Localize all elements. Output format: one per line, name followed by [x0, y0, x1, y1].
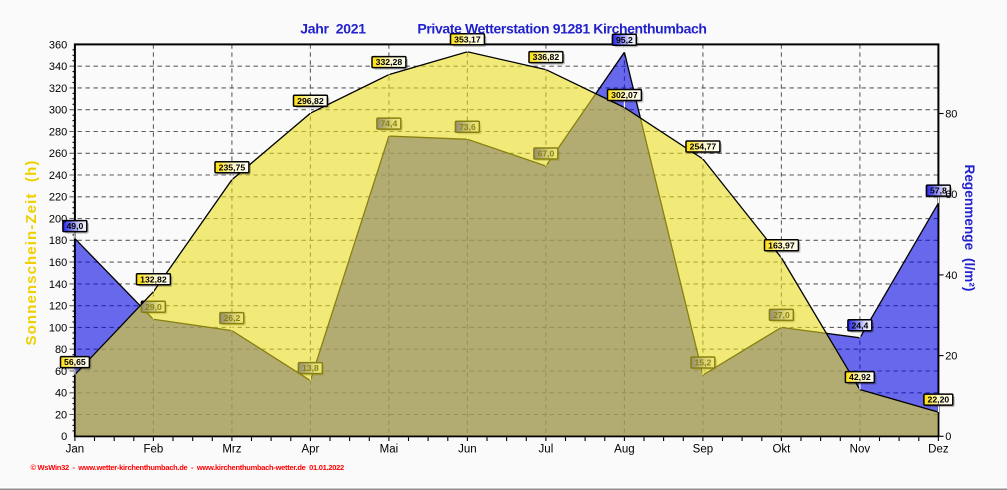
svg-text:95,2: 95,2 [616, 35, 633, 45]
svg-text:Okt: Okt [772, 444, 791, 456]
svg-text:320: 320 [49, 83, 67, 95]
svg-text:80: 80 [945, 108, 957, 120]
svg-text:56,65: 56,65 [64, 357, 86, 367]
svg-text:20: 20 [55, 409, 67, 421]
svg-text:80: 80 [55, 344, 67, 356]
svg-text:235,75: 235,75 [219, 162, 246, 172]
svg-text:Mrz: Mrz [222, 444, 241, 456]
svg-text:180: 180 [49, 235, 67, 247]
svg-text:Apr: Apr [301, 444, 319, 456]
svg-text:20: 20 [945, 351, 957, 363]
svg-text:132,82: 132,82 [140, 274, 167, 284]
svg-text:300: 300 [49, 105, 67, 117]
svg-text:Feb: Feb [143, 444, 163, 456]
svg-text:280: 280 [49, 126, 67, 138]
svg-text:49,0: 49,0 [66, 221, 83, 231]
svg-text:302,07: 302,07 [611, 90, 638, 100]
svg-text:Jun: Jun [458, 444, 477, 456]
svg-text:360: 360 [49, 39, 67, 51]
svg-text:Sep: Sep [693, 444, 713, 456]
svg-text:42,92: 42,92 [849, 372, 871, 382]
svg-text:Regenmenge (l/m²): Regenmenge (l/m²) [962, 164, 977, 291]
svg-text:40: 40 [55, 388, 67, 400]
svg-text:340: 340 [49, 61, 67, 73]
svg-text:Sonnenschein-Zeit (h): Sonnenschein-Zeit (h) [23, 160, 40, 346]
svg-text:160: 160 [49, 257, 67, 269]
svg-text:100: 100 [49, 322, 67, 334]
svg-text:200: 200 [49, 214, 67, 226]
svg-text:296,82: 296,82 [297, 96, 324, 106]
svg-text:120: 120 [49, 301, 67, 313]
svg-text:Nov: Nov [850, 444, 871, 456]
svg-text:220: 220 [49, 192, 67, 204]
svg-text:57,8: 57,8 [930, 186, 947, 196]
svg-text:Mai: Mai [380, 444, 399, 456]
svg-text:© WsWin32 - www.wetter-kirch: © WsWin32 - www.wetter-kirchenthumbach.d… [31, 463, 345, 472]
svg-text:60: 60 [945, 189, 957, 201]
svg-text:240: 240 [49, 170, 67, 182]
svg-text:22,20: 22,20 [928, 395, 950, 405]
svg-text:24,4: 24,4 [851, 320, 868, 330]
svg-text:332,28: 332,28 [376, 57, 403, 67]
svg-text:0: 0 [945, 431, 951, 443]
svg-text:40: 40 [945, 270, 957, 282]
svg-text:Jan: Jan [66, 444, 85, 456]
svg-text:260: 260 [49, 148, 67, 160]
svg-text:Private Wetterstation 91281 Ki: Private Wetterstation 91281 Kirchenthumb… [417, 21, 706, 37]
svg-text:Jul: Jul [539, 444, 554, 456]
svg-text:254,77: 254,77 [690, 142, 717, 152]
svg-text:140: 140 [49, 279, 67, 291]
svg-text:0: 0 [61, 431, 67, 443]
svg-text:Jahr 2021: Jahr 2021 [300, 21, 366, 37]
svg-text:Aug: Aug [614, 444, 634, 456]
svg-text:Dez: Dez [928, 444, 949, 456]
svg-text:163,97: 163,97 [768, 240, 795, 250]
svg-text:353,17: 353,17 [454, 34, 481, 44]
svg-text:336,82: 336,82 [533, 52, 560, 62]
svg-text:60: 60 [55, 366, 67, 378]
